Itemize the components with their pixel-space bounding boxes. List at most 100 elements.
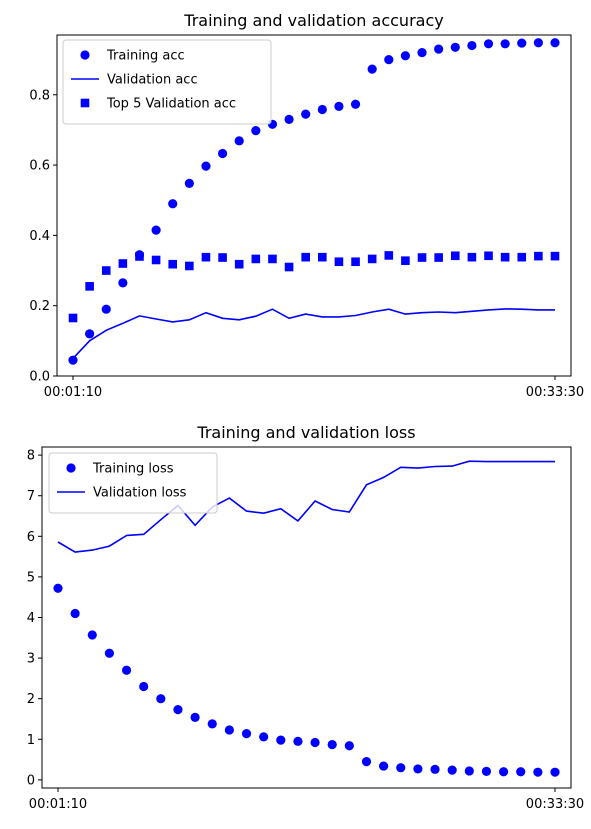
data-point [135,252,144,261]
x-tick-label: 00:33:30 [526,385,584,400]
data-point [101,266,111,275]
data-point [533,767,543,777]
y-tick-label: 0.6 [29,159,50,174]
data-point [276,735,286,745]
data-point [168,259,178,269]
data-point [351,257,360,267]
data-point [550,767,560,777]
data-point [361,757,372,767]
accuracy-chart: Training and validation accuracy 0.0 0.2 0.… [29,11,584,400]
x-tick-label: 00:01:10 [29,797,87,812]
data-point [379,761,389,771]
data-point [400,51,411,61]
legend-label: Training acc [106,49,185,64]
data-point [334,257,344,267]
data-point [417,253,427,262]
x-tick-label: 00:33:30 [526,797,584,812]
data-point [217,148,228,159]
y-tick-label: 0 [27,773,35,788]
data-point [234,136,244,146]
data-point [121,665,132,675]
data-point [467,40,477,51]
y-tick-label: 0.0 [29,370,50,385]
data-point [151,225,161,235]
legend-label: Training loss [92,462,174,477]
legend-dot-marker [80,50,90,60]
series-top-5-validation-acc [68,251,560,323]
data-point [259,732,269,742]
data-point [467,252,477,262]
y-tick-label: 4 [27,611,35,626]
legend-dot-marker [66,463,76,473]
data-point [101,304,111,314]
data-point [85,282,94,291]
data-point [417,47,427,58]
data-point [68,355,78,365]
data-point [367,64,377,74]
data-point [190,712,200,722]
legend: Training loss Validation loss [48,452,218,514]
data-point [284,114,294,124]
data-point [533,38,543,48]
y-tick-label: 2 [27,692,35,707]
legend-label: Validation loss [93,486,187,501]
data-point [447,765,457,775]
data-point [500,252,510,262]
data-point [484,251,493,261]
chart-title: Training and validation accuracy [183,11,443,30]
data-point [550,251,560,261]
data-point [293,736,303,746]
data-point [367,254,377,264]
data-point [498,767,509,777]
data-point [464,766,474,776]
series-line [57,460,555,553]
data-point [241,729,252,739]
data-point [156,694,166,704]
legend-frame [48,452,218,514]
legend-label: Top 5 Validation acc [106,97,236,112]
data-point [251,126,261,136]
data-point [87,630,97,640]
data-point [201,161,211,171]
y-tick-label: 6 [27,530,35,545]
data-point [517,38,527,48]
data-point [251,254,261,264]
legend: Training acc Validation acc Top 5 Validati… [62,39,272,125]
legend-label: Validation acc [107,73,198,88]
data-point [201,252,211,262]
data-point [85,329,95,339]
data-point [334,101,344,111]
data-point [284,262,294,272]
data-point [327,739,337,750]
data-point [481,766,492,776]
series-training-acc [68,38,560,365]
data-point [173,705,183,715]
data-point [151,255,161,265]
data-point [310,737,320,748]
y-tick-label: 1 [27,733,35,748]
chart-title: Training and validation loss [196,423,415,442]
y-tick-label: 0.4 [29,229,50,244]
data-point [139,681,149,692]
plot-frame [56,34,572,377]
data-point [516,767,526,777]
data-point [430,764,440,774]
data-point [413,764,423,774]
data-point [301,109,311,119]
data-point [434,253,443,262]
data-point [301,252,310,262]
data-point [118,278,128,288]
y-tick-label: 8 [27,449,35,464]
data-point [118,259,128,268]
data-point [70,608,80,619]
data-point [185,261,194,271]
series-line [72,308,555,359]
data-point [384,251,394,260]
data-point [104,648,115,658]
data-point [396,763,406,773]
data-point [450,42,460,52]
data-point [517,252,527,262]
data-point [318,252,327,262]
data-point [207,719,217,729]
